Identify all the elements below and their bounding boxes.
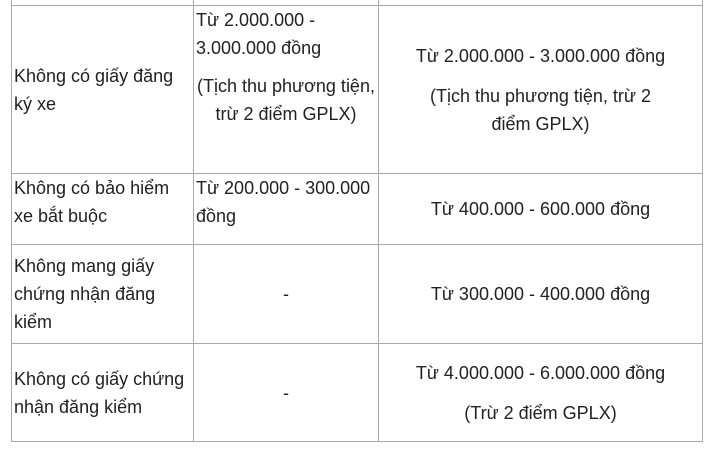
fine-note: (Trừ 2 điểm GPLX) (464, 402, 617, 423)
fine-cell-col3: Từ 2.000.000 - 3.000.000 đồng (Tịch thu … (378, 5, 703, 174)
table-row: Không có giấy chứng nhận đăng kiểm - Từ … (11, 343, 703, 442)
fine-cell-col2: - (193, 244, 379, 344)
table-row: Không có giấy đăng ký xe Từ 2.000.000 - … (11, 5, 703, 174)
fines-table: Không có giấy đăng ký xe Từ 2.000.000 - … (11, 0, 703, 442)
fine-cell-col2: - (193, 343, 379, 442)
fine-amount: Từ 4.000.000 - 6.000.000 đồng (415, 362, 666, 383)
violation-cell: Không mang giấy chứng nhận đăng kiểm (11, 244, 194, 344)
fine-note: (Tịch thu phương tiện, trừ 2 điểm GPLX) (429, 85, 651, 134)
fine-cell-col3: Từ 4.000.000 - 6.000.000 đồng (Trừ 2 điể… (378, 343, 703, 442)
fine-note: (Tịch thu phương tiện, trừ 2 điểm GPLX) (197, 76, 375, 124)
violation-cell: Không có bảo hiểm xe bắt buộc (11, 173, 194, 245)
violation-cell: Không có giấy chứng nhận đăng kiểm (11, 343, 194, 442)
fine-cell-col3: Từ 400.000 - 600.000 đồng (378, 173, 703, 245)
fine-cell-col2: Từ 200.000 - 300.000 đồng (193, 173, 379, 245)
table-row: Không có bảo hiểm xe bắt buộc Từ 200.000… (11, 173, 703, 245)
violation-cell: Không có giấy đăng ký xe (11, 5, 194, 174)
fine-cell-col3: Từ 300.000 - 400.000 đồng (378, 244, 703, 344)
table-row: Không mang giấy chứng nhận đăng kiểm - T… (11, 244, 703, 344)
fine-amount: Từ 2.000.000 - 3.000.000 đồng (196, 10, 322, 58)
fine-cell-col2: Từ 2.000.000 - 3.000.000 đồng (Tịch thu … (193, 5, 379, 174)
fine-amount: Từ 2.000.000 - 3.000.000 đồng (415, 45, 666, 66)
